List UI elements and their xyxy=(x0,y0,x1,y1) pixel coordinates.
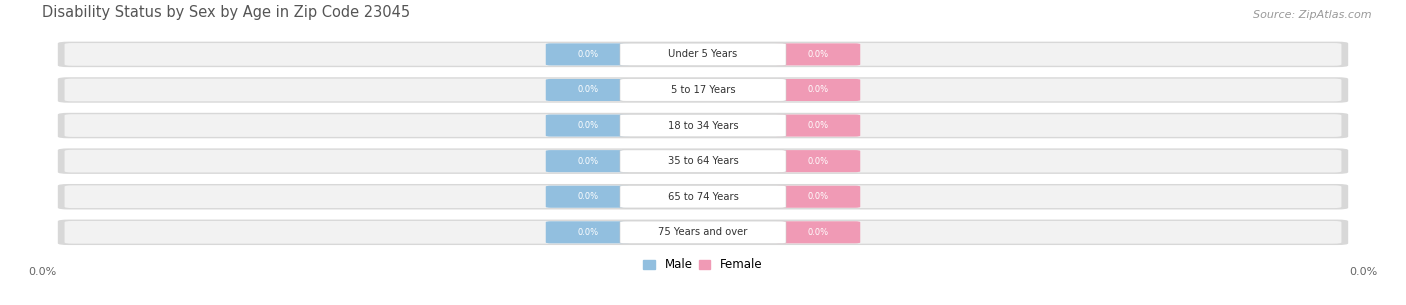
FancyBboxPatch shape xyxy=(65,114,1341,137)
FancyBboxPatch shape xyxy=(775,43,860,65)
FancyBboxPatch shape xyxy=(65,43,1341,66)
Text: 0.0%: 0.0% xyxy=(807,192,828,201)
FancyBboxPatch shape xyxy=(58,149,1348,174)
FancyBboxPatch shape xyxy=(65,185,1341,208)
Text: 0.0%: 0.0% xyxy=(1350,267,1378,277)
FancyBboxPatch shape xyxy=(620,150,786,172)
FancyBboxPatch shape xyxy=(65,79,1341,101)
FancyBboxPatch shape xyxy=(65,150,1341,173)
FancyBboxPatch shape xyxy=(620,79,786,101)
FancyBboxPatch shape xyxy=(775,150,860,172)
Text: 0.0%: 0.0% xyxy=(807,50,828,59)
Legend: Male, Female: Male, Female xyxy=(638,254,768,276)
FancyBboxPatch shape xyxy=(546,221,631,243)
FancyBboxPatch shape xyxy=(546,43,631,65)
Text: 0.0%: 0.0% xyxy=(578,121,599,130)
Text: 75 Years and over: 75 Years and over xyxy=(658,227,748,237)
FancyBboxPatch shape xyxy=(775,115,860,137)
Text: 0.0%: 0.0% xyxy=(807,85,828,95)
FancyBboxPatch shape xyxy=(620,221,786,244)
FancyBboxPatch shape xyxy=(775,221,860,243)
Text: 0.0%: 0.0% xyxy=(807,121,828,130)
Text: 35 to 64 Years: 35 to 64 Years xyxy=(668,156,738,166)
FancyBboxPatch shape xyxy=(546,79,631,101)
FancyBboxPatch shape xyxy=(58,184,1348,210)
Text: 18 to 34 Years: 18 to 34 Years xyxy=(668,120,738,131)
Text: 0.0%: 0.0% xyxy=(578,228,599,237)
FancyBboxPatch shape xyxy=(58,220,1348,245)
FancyBboxPatch shape xyxy=(58,42,1348,67)
FancyBboxPatch shape xyxy=(620,114,786,137)
FancyBboxPatch shape xyxy=(65,221,1341,244)
FancyBboxPatch shape xyxy=(620,43,786,66)
Text: 0.0%: 0.0% xyxy=(807,228,828,237)
Text: 0.0%: 0.0% xyxy=(578,192,599,201)
FancyBboxPatch shape xyxy=(546,186,631,208)
Text: 0.0%: 0.0% xyxy=(807,157,828,166)
Text: 65 to 74 Years: 65 to 74 Years xyxy=(668,192,738,202)
Text: 0.0%: 0.0% xyxy=(28,267,56,277)
Text: 0.0%: 0.0% xyxy=(578,50,599,59)
FancyBboxPatch shape xyxy=(546,115,631,137)
FancyBboxPatch shape xyxy=(546,150,631,172)
FancyBboxPatch shape xyxy=(58,113,1348,138)
Text: 5 to 17 Years: 5 to 17 Years xyxy=(671,85,735,95)
Text: 0.0%: 0.0% xyxy=(578,85,599,95)
Text: Under 5 Years: Under 5 Years xyxy=(668,49,738,59)
Text: Disability Status by Sex by Age in Zip Code 23045: Disability Status by Sex by Age in Zip C… xyxy=(42,5,409,20)
FancyBboxPatch shape xyxy=(775,79,860,101)
FancyBboxPatch shape xyxy=(620,185,786,208)
Text: Source: ZipAtlas.com: Source: ZipAtlas.com xyxy=(1253,9,1371,20)
Text: 0.0%: 0.0% xyxy=(578,157,599,166)
FancyBboxPatch shape xyxy=(775,186,860,208)
FancyBboxPatch shape xyxy=(58,77,1348,103)
